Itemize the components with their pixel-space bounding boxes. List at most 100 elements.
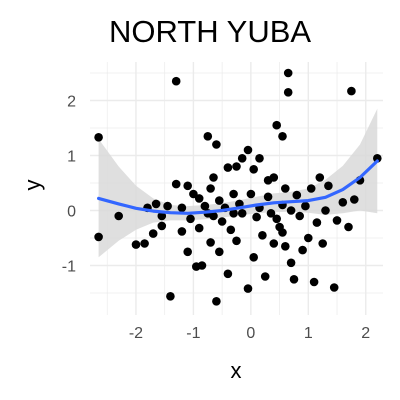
data-point [223,269,233,279]
data-point [212,297,221,306]
data-point [151,199,161,209]
data-point [177,227,187,236]
data-point [286,206,296,215]
smooth-line [97,159,379,215]
data-point [252,212,261,222]
data-point [194,223,204,233]
data-point [197,261,207,270]
x-tick-label: -1 [186,325,200,342]
data-point [272,214,282,224]
data-point [260,272,270,281]
data-point [186,214,195,224]
data-point [194,194,204,203]
y-tick-label: 1 [67,149,76,166]
data-point [318,239,328,248]
data-point [209,173,218,182]
data-point [304,233,313,243]
data-point [223,163,233,172]
x-axis-label: x [231,358,242,383]
data-point [338,198,348,207]
data-point [237,154,247,163]
data-point [183,181,192,191]
x-axis-ticks: -2 -1 0 1 2 [129,325,370,342]
data-point [269,239,279,248]
data-point [209,211,218,221]
data-point [183,247,192,257]
data-point [263,176,273,185]
confidence-band-layer [98,108,378,258]
smooth-line-layer [97,159,379,215]
data-point [237,209,247,218]
data-point [131,240,141,249]
data-point [148,229,158,238]
data-point [171,76,181,86]
data-point [278,132,287,141]
y-tick-label: -1 [62,259,76,276]
data-point [140,239,149,248]
data-point [281,184,290,193]
data-point [217,217,227,226]
data-point [315,173,325,182]
data-point [292,190,302,200]
data-point [171,179,181,189]
data-point [266,209,276,218]
data-point [166,292,175,301]
data-point [232,236,241,246]
data-point [206,238,215,247]
chart-title: NORTH YUBA [109,14,311,49]
data-point [177,203,187,213]
data-point [203,132,213,141]
data-point [157,221,167,231]
data-point [283,88,293,97]
data-point [301,201,310,211]
data-point [215,196,224,205]
data-point [255,154,264,163]
data-point [229,189,238,199]
x-tick-label: 0 [246,325,255,342]
data-point [263,192,273,202]
data-point [206,184,215,193]
data-point [243,145,253,155]
data-point [324,181,333,191]
x-tick-label: -2 [129,325,143,342]
y-axis-label: y [20,180,45,191]
data-point [94,133,103,142]
y-tick-label: 0 [67,204,76,221]
data-point [212,140,221,149]
data-point [309,277,319,287]
data-point [344,222,353,232]
data-point [246,189,256,199]
data-point [306,184,316,193]
data-point [295,211,305,221]
data-point [298,245,307,255]
data-point [272,120,282,130]
x-tick-label: 2 [361,325,370,342]
data-point [94,232,103,242]
data-point [321,206,330,215]
confidence-band [98,108,378,258]
data-point [278,228,287,237]
data-point [163,201,172,211]
data-point [281,242,290,251]
data-point [215,247,224,257]
x-tick-label: 1 [304,325,313,342]
data-point [200,201,210,211]
data-point [289,275,299,284]
data-point [312,218,322,227]
data-point [229,209,238,218]
data-point [286,258,296,268]
y-tick-label: 2 [67,94,76,111]
data-point [243,284,253,293]
data-point [157,211,167,221]
data-point [332,216,342,225]
data-point [347,86,356,96]
data-point [283,68,293,78]
y-axis-ticks: -1 0 1 2 [62,94,76,276]
data-point [232,162,241,171]
data-point [350,195,359,204]
data-point [114,211,123,221]
data-point [249,252,258,262]
data-point [258,231,267,240]
data-point [329,283,339,292]
